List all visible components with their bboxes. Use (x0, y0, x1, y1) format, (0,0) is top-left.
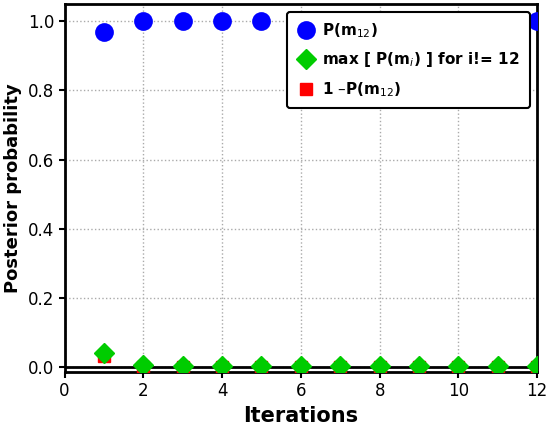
1 –P(m$_{12}$) (298, 364, 304, 369)
Line: P(m$_{12}$): P(m$_{12}$) (95, 13, 545, 40)
P(m$_{12}$) (495, 19, 501, 24)
max [ P(m$_{i}$) ] for i!= 12 (219, 363, 225, 369)
P(m$_{12}$) (100, 29, 107, 34)
max [ P(m$_{i}$) ] for i!= 12 (455, 364, 461, 369)
1 –P(m$_{12}$) (179, 364, 186, 369)
Y-axis label: Posterior probability: Posterior probability (4, 83, 22, 293)
X-axis label: Iterations: Iterations (243, 406, 358, 426)
P(m$_{12}$) (416, 19, 422, 24)
max [ P(m$_{i}$) ] for i!= 12 (376, 364, 383, 369)
P(m$_{12}$) (219, 19, 225, 24)
1 –P(m$_{12}$) (455, 364, 461, 369)
1 –P(m$_{12}$) (258, 364, 265, 369)
max [ P(m$_{i}$) ] for i!= 12 (298, 364, 304, 369)
P(m$_{12}$) (140, 19, 147, 24)
1 –P(m$_{12}$) (376, 364, 383, 369)
1 –P(m$_{12}$) (495, 364, 501, 369)
P(m$_{12}$) (337, 19, 343, 24)
P(m$_{12}$) (258, 19, 265, 24)
max [ P(m$_{i}$) ] for i!= 12 (495, 364, 501, 369)
P(m$_{12}$) (298, 19, 304, 24)
P(m$_{12}$) (534, 19, 540, 24)
max [ P(m$_{i}$) ] for i!= 12 (140, 362, 147, 368)
Line: max [ P(m$_{i}$) ] for i!= 12: max [ P(m$_{i}$) ] for i!= 12 (97, 346, 544, 373)
max [ P(m$_{i}$) ] for i!= 12 (100, 350, 107, 356)
1 –P(m$_{12}$) (100, 354, 107, 359)
P(m$_{12}$) (455, 19, 461, 24)
P(m$_{12}$) (179, 19, 186, 24)
max [ P(m$_{i}$) ] for i!= 12 (337, 364, 343, 369)
1 –P(m$_{12}$) (534, 364, 540, 369)
Line: 1 –P(m$_{12}$): 1 –P(m$_{12}$) (98, 350, 544, 373)
max [ P(m$_{i}$) ] for i!= 12 (179, 363, 186, 368)
1 –P(m$_{12}$) (219, 364, 225, 369)
max [ P(m$_{i}$) ] for i!= 12 (258, 363, 265, 369)
1 –P(m$_{12}$) (337, 364, 343, 369)
1 –P(m$_{12}$) (140, 364, 147, 369)
P(m$_{12}$) (376, 19, 383, 24)
1 –P(m$_{12}$) (416, 364, 422, 369)
Legend: P(m$_{12}$), max [ P(m$_{i}$) ] for i!= 12, 1 –P(m$_{12}$): P(m$_{12}$), max [ P(m$_{i}$) ] for i!= … (287, 12, 529, 108)
max [ P(m$_{i}$) ] for i!= 12 (416, 364, 422, 369)
max [ P(m$_{i}$) ] for i!= 12 (534, 363, 540, 369)
